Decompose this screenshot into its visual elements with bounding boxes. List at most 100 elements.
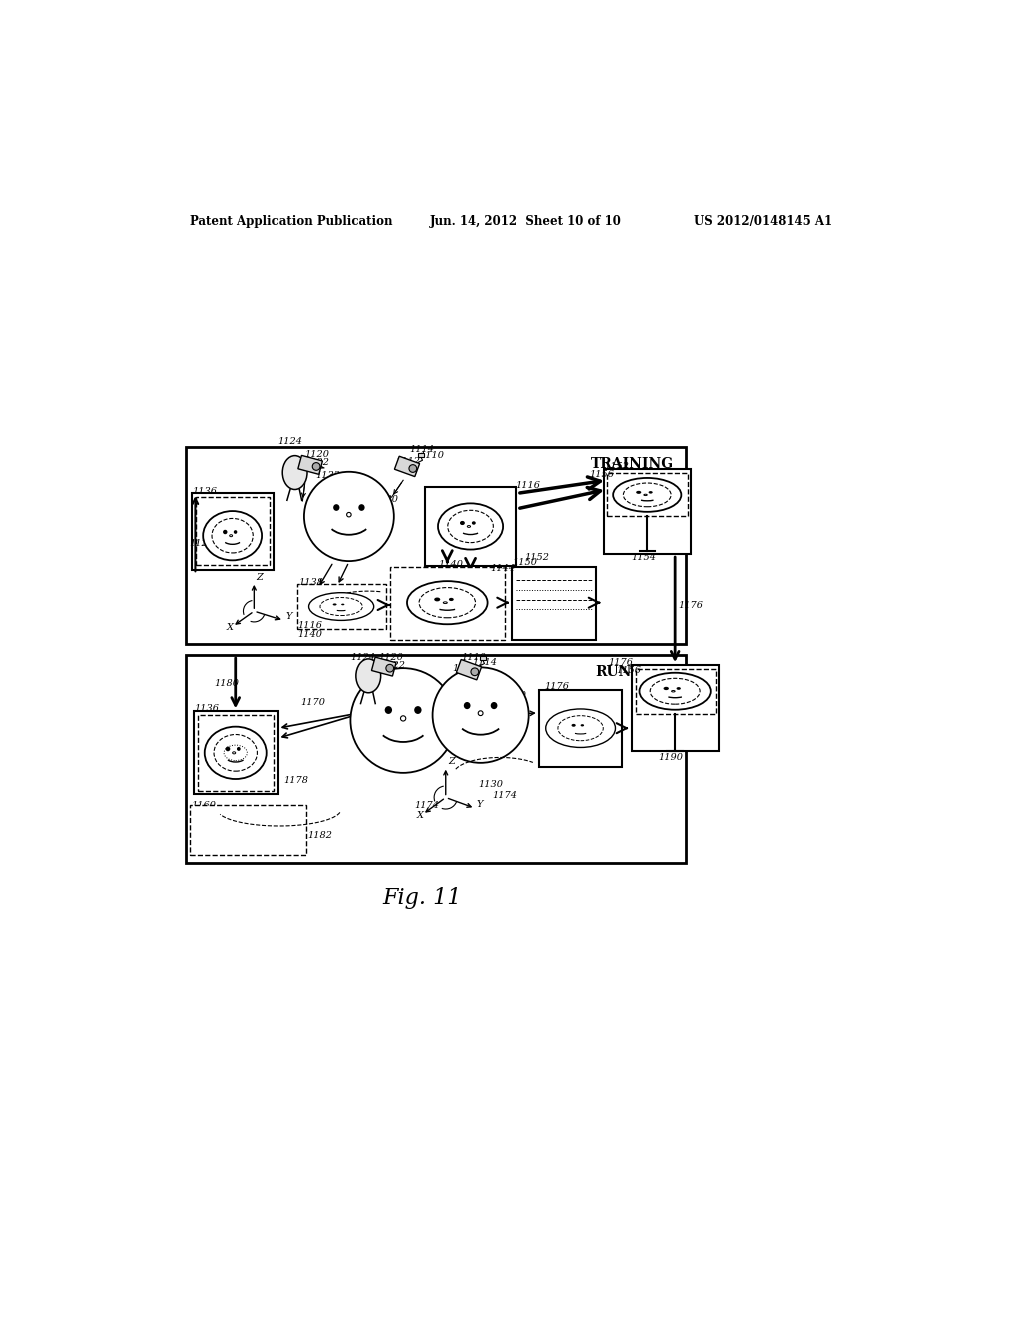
Polygon shape <box>372 657 396 676</box>
Ellipse shape <box>203 511 262 561</box>
Ellipse shape <box>308 593 374 620</box>
Ellipse shape <box>312 462 319 470</box>
Text: 1110: 1110 <box>461 653 486 661</box>
Ellipse shape <box>672 690 675 692</box>
Ellipse shape <box>225 747 230 751</box>
Ellipse shape <box>283 455 307 490</box>
Ellipse shape <box>464 702 471 709</box>
Text: Y: Y <box>286 612 292 620</box>
Text: 1130: 1130 <box>478 780 504 789</box>
Ellipse shape <box>409 465 417 473</box>
Ellipse shape <box>449 598 454 601</box>
Bar <box>193 494 273 570</box>
Ellipse shape <box>467 525 471 528</box>
Text: Patent Application Publication: Patent Application Publication <box>190 215 392 228</box>
Ellipse shape <box>347 512 351 517</box>
Ellipse shape <box>472 521 476 525</box>
Ellipse shape <box>205 727 266 779</box>
Text: 1114: 1114 <box>410 445 434 454</box>
Bar <box>632 665 719 751</box>
Bar <box>198 715 273 791</box>
Text: 1132: 1132 <box>390 672 415 681</box>
Bar <box>425 487 516 566</box>
Bar <box>636 669 716 714</box>
Text: Z: Z <box>257 573 263 582</box>
Text: Z: Z <box>449 758 455 767</box>
Text: X: X <box>226 623 233 632</box>
Ellipse shape <box>414 706 422 714</box>
Text: TRAINING: TRAINING <box>591 457 675 471</box>
Text: 1112: 1112 <box>395 457 421 466</box>
Text: Jun. 14, 2012  Sheet 10 of 10: Jun. 14, 2012 Sheet 10 of 10 <box>430 215 623 228</box>
Text: 1140: 1140 <box>297 630 322 639</box>
Ellipse shape <box>664 686 669 690</box>
Ellipse shape <box>229 535 232 537</box>
Text: 1156: 1156 <box>589 470 614 479</box>
Text: 1120: 1120 <box>378 653 403 661</box>
Bar <box>186 655 686 863</box>
Text: Fig. 11: Fig. 11 <box>383 887 462 908</box>
Text: 1126: 1126 <box>189 539 214 548</box>
Text: 1116: 1116 <box>297 622 322 630</box>
Polygon shape <box>457 660 481 680</box>
Ellipse shape <box>232 752 236 754</box>
Ellipse shape <box>304 471 394 561</box>
Bar <box>194 711 278 795</box>
Ellipse shape <box>677 688 681 690</box>
Text: 1136: 1136 <box>193 487 217 495</box>
Text: 1176: 1176 <box>608 659 634 667</box>
Ellipse shape <box>640 673 711 710</box>
Text: 1160: 1160 <box>191 801 216 809</box>
Bar <box>418 453 424 457</box>
Bar <box>390 566 505 640</box>
Ellipse shape <box>648 491 652 494</box>
Text: 1154: 1154 <box>632 553 656 562</box>
Text: 1182: 1182 <box>308 832 333 841</box>
Ellipse shape <box>571 723 575 727</box>
Text: 1136: 1136 <box>194 704 219 713</box>
Text: 1174: 1174 <box>493 792 517 800</box>
Ellipse shape <box>223 529 227 535</box>
Text: 1110: 1110 <box>420 451 444 461</box>
Bar <box>607 474 687 516</box>
Ellipse shape <box>644 494 647 495</box>
Text: 1122: 1122 <box>380 660 404 669</box>
Text: 1120: 1120 <box>305 450 330 459</box>
Bar <box>512 566 596 640</box>
Text: 1124: 1124 <box>278 437 302 446</box>
Bar <box>186 447 686 644</box>
Bar <box>539 689 623 767</box>
Text: 1122: 1122 <box>305 458 330 467</box>
Text: 1152: 1152 <box>524 553 550 562</box>
Ellipse shape <box>636 491 641 494</box>
Text: 1130: 1130 <box>502 690 526 700</box>
Ellipse shape <box>386 664 393 672</box>
Text: RUNTIME: RUNTIME <box>595 665 675 678</box>
Ellipse shape <box>358 504 365 511</box>
Ellipse shape <box>385 706 392 714</box>
Text: 1138: 1138 <box>299 578 324 587</box>
Ellipse shape <box>432 668 528 763</box>
Bar <box>604 470 690 554</box>
Ellipse shape <box>237 747 241 751</box>
Bar <box>480 656 486 660</box>
Ellipse shape <box>333 504 339 511</box>
Ellipse shape <box>333 603 337 606</box>
Text: 1124: 1124 <box>350 653 376 661</box>
Text: 1170: 1170 <box>300 697 325 706</box>
Text: 1180: 1180 <box>215 678 240 688</box>
Ellipse shape <box>356 659 381 693</box>
Ellipse shape <box>581 725 584 726</box>
Ellipse shape <box>613 478 681 512</box>
Text: US 2012/0148145 A1: US 2012/0148145 A1 <box>693 215 831 228</box>
Polygon shape <box>394 457 420 477</box>
Ellipse shape <box>490 702 498 709</box>
Text: 1130: 1130 <box>373 495 398 504</box>
Text: 1144: 1144 <box>490 564 516 573</box>
Ellipse shape <box>546 709 615 747</box>
Text: 1174: 1174 <box>415 801 439 809</box>
Text: 1156: 1156 <box>616 667 641 675</box>
Text: 1176: 1176 <box>544 682 569 692</box>
Text: 1178: 1178 <box>283 776 308 785</box>
Polygon shape <box>298 455 323 474</box>
